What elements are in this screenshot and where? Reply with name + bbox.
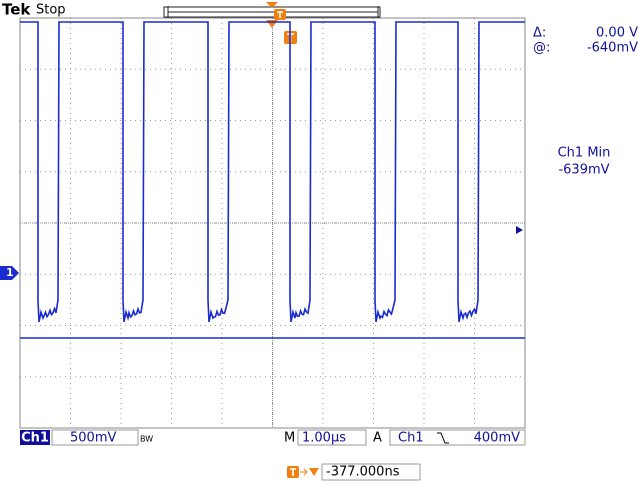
- channel: Ch1: [21, 431, 49, 446]
- graticule-border: [19, 17, 526, 429]
- trigger-label: A: [373, 431, 382, 446]
- trigger-pointer: [266, 2, 278, 8]
- measurement-value: -639mV: [558, 163, 609, 178]
- at-label: @:: [533, 41, 550, 56]
- time-box: [297, 429, 367, 446]
- trigger-level-marker: [516, 226, 523, 234]
- delta-label: Δ:: [533, 26, 546, 41]
- trigger-box: [389, 429, 526, 446]
- position-pointer: [309, 468, 319, 476]
- record-bracket: [167, 6, 379, 18]
- trigger-level: 400mV: [474, 431, 520, 446]
- status: Stop: [36, 3, 66, 18]
- trigger-icon-glyph: [277, 11, 283, 18]
- delta-value: 0.00 V: [596, 26, 638, 41]
- waveform-trace: [20, 21, 525, 323]
- measurement-name: Ch1 Min: [558, 146, 611, 161]
- trigger-source: Ch1: [398, 431, 424, 446]
- scale: 500mV: [70, 431, 116, 446]
- time-scale: 1.00µs: [302, 431, 346, 446]
- position-box: [321, 463, 421, 481]
- channel-box: [20, 430, 50, 445]
- bw-indicator: BW: [140, 435, 153, 444]
- channel-marker: 1: [6, 266, 14, 279]
- time-label: M: [284, 431, 295, 446]
- at-value: -640mV: [587, 41, 638, 56]
- scale-box: [51, 429, 139, 446]
- brand: Tek: [2, 1, 31, 19]
- waveform: [20, 21, 525, 323]
- position-icon-glyph: [290, 468, 296, 476]
- falling-edge-icon: [437, 432, 449, 444]
- channel-marker-bg: [0, 266, 19, 280]
- position-arrow: [300, 468, 308, 476]
- trigger-position: -377.000ns: [326, 465, 400, 480]
- graticule: [20, 18, 525, 428]
